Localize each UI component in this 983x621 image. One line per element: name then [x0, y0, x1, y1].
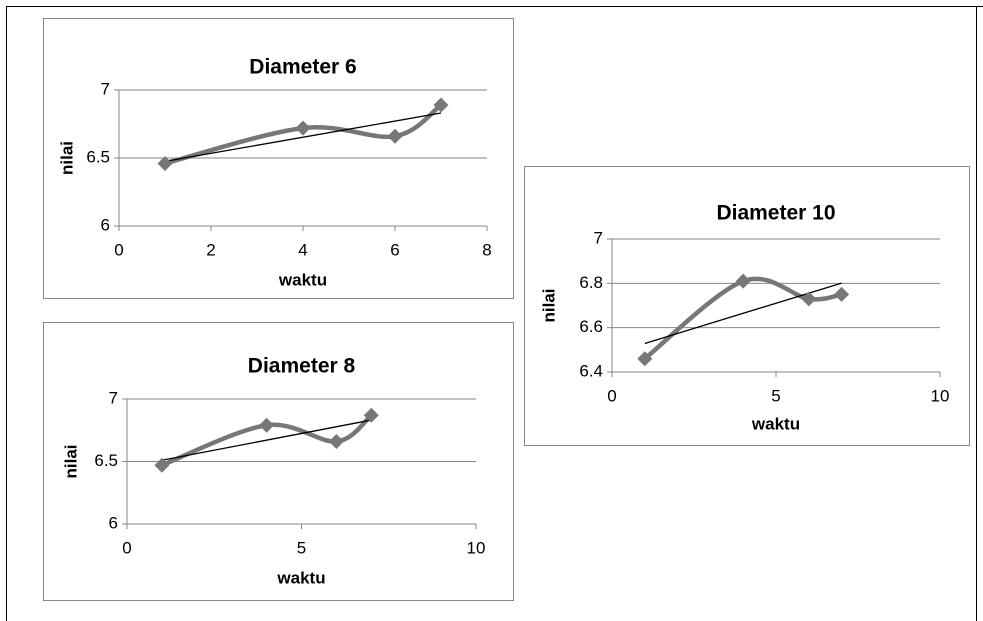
marker	[637, 351, 653, 367]
marker	[834, 286, 850, 302]
y-axis-title: nilai	[61, 444, 80, 478]
page-frame	[6, 6, 983, 621]
marker	[157, 155, 173, 171]
series-line	[643, 276, 843, 361]
y-tick-label: 6.5	[86, 147, 110, 166]
marker	[363, 407, 379, 423]
x-tick-label: 2	[206, 240, 215, 259]
marker	[154, 457, 170, 473]
marker	[801, 291, 817, 307]
y-tick-label: 6	[101, 215, 110, 234]
chart-panel: 6 6.5 7 0 5 10 Diameter 8 waktu nilai	[43, 322, 514, 601]
x-tick-label: 4	[298, 240, 307, 259]
x-tick-label: 0	[607, 386, 616, 405]
marker	[735, 273, 751, 289]
y-tick-label: 6	[109, 513, 118, 532]
y-tick-label: 7	[101, 79, 110, 98]
trendline	[161, 419, 372, 461]
y-tick-label: 7	[109, 388, 118, 407]
x-axis-title: waktu	[751, 414, 800, 433]
x-axis-title: waktu	[276, 568, 325, 587]
marker	[387, 128, 403, 144]
y-tick-label: 6.5	[94, 451, 118, 470]
y-tick-label: 6.4	[579, 361, 603, 380]
chart-title: Diameter 6	[249, 56, 356, 79]
marker	[259, 417, 275, 433]
x-axis-title: waktu	[278, 270, 327, 289]
series-line	[164, 103, 443, 166]
marker	[295, 120, 311, 136]
trendline	[164, 112, 442, 163]
marker	[433, 97, 449, 113]
x-tick-label: 10	[467, 538, 486, 557]
marker	[328, 434, 344, 449]
chart-panel: 6 6.5 7 0 2 4 6 8 Diameter 6 waktu nilai	[43, 18, 514, 299]
chart-title: Diameter 8	[248, 355, 356, 378]
panel-frame	[524, 166, 970, 446]
y-tick-label: 6.8	[579, 273, 603, 292]
x-tick-label: 5	[771, 386, 780, 405]
y-tick-label: 7	[594, 228, 603, 247]
x-tick-label: 8	[482, 240, 491, 259]
x-tick-label: 5	[297, 538, 306, 557]
x-tick-label: 6	[390, 240, 399, 259]
y-axis-title: nilai	[57, 141, 76, 175]
x-tick-label: 10	[931, 386, 950, 405]
chart-title: Diameter 10	[716, 202, 835, 225]
x-tick-label: 0	[122, 538, 131, 557]
series-line	[161, 413, 373, 468]
chart-panel: 6.4 6.6 6.8 7 0 5 10 Diameter 10 waktu nilai	[524, 166, 970, 446]
x-tick-label: 0	[114, 240, 123, 259]
y-tick-label: 6.6	[579, 317, 603, 336]
y-axis-title: nilai	[539, 288, 558, 322]
